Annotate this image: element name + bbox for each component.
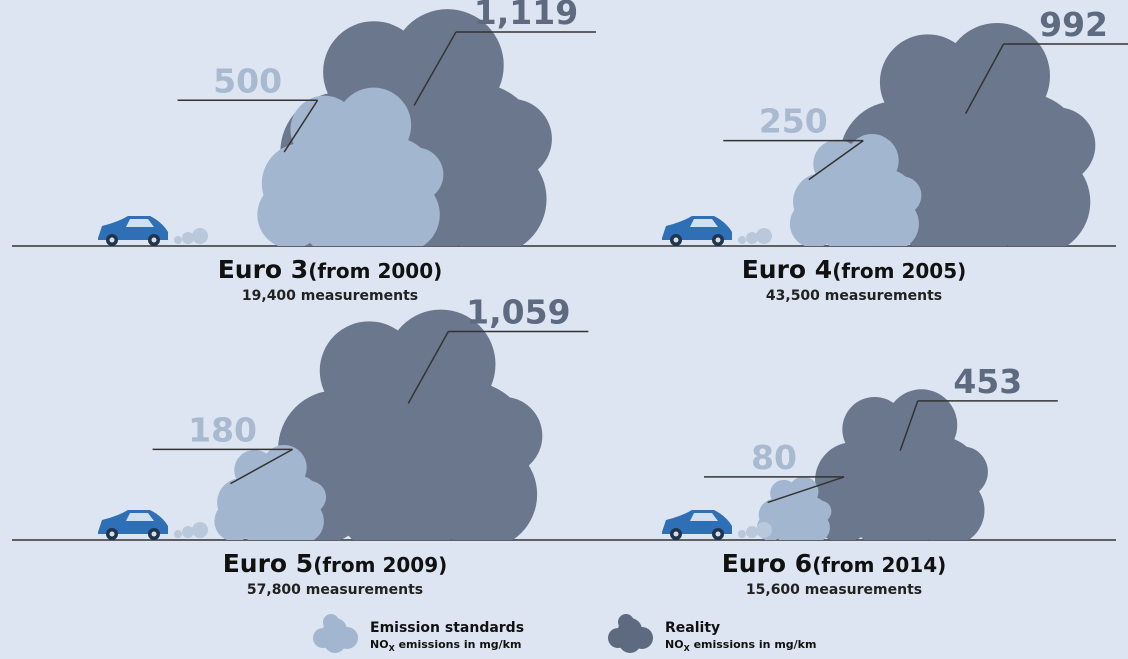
- title-note: (from 2005): [832, 259, 966, 283]
- panel-subtitle: 43,500 measurements: [766, 288, 942, 304]
- infographic: 1,119 500 Euro 3(from 2000) 19,400 measurem…: [0, 0, 1128, 659]
- exhaust: [174, 236, 182, 244]
- legend-puff: [618, 614, 634, 630]
- cloud-puff: [239, 489, 298, 548]
- unit-rest: emissions in mg/km: [690, 638, 817, 651]
- value-label: 1,059: [466, 293, 570, 332]
- value-label: 1,119: [474, 0, 578, 32]
- cloud-puff: [298, 161, 396, 259]
- hub: [716, 238, 721, 243]
- value-label: 453: [953, 362, 1022, 401]
- panel-subtitle: 19,400 measurements: [242, 288, 418, 304]
- cloud-puff: [818, 186, 888, 256]
- exhaust: [182, 526, 194, 538]
- title-note: (from 2009): [313, 553, 447, 577]
- title-main: Euro 4: [742, 255, 832, 284]
- legend-name: Emission standards: [370, 620, 524, 636]
- value-label: 80: [751, 438, 797, 477]
- unit-main: NO: [370, 638, 389, 651]
- title-note: (from 2000): [308, 259, 442, 283]
- hub: [152, 238, 157, 243]
- hub: [152, 532, 157, 537]
- hub: [716, 532, 721, 537]
- hub: [110, 238, 115, 243]
- title-note: (from 2014): [812, 553, 946, 577]
- cloud-puff: [472, 99, 552, 179]
- cloud-puff: [883, 176, 921, 214]
- cloud-puff: [390, 148, 444, 202]
- panel-title: Euro 5(from 2009): [223, 549, 448, 578]
- hub: [674, 238, 679, 243]
- panel-title: Euro 4(from 2005): [742, 255, 967, 284]
- cloud-puff: [849, 459, 943, 553]
- legend-puff: [323, 614, 339, 630]
- unit-rest: emissions in mg/km: [395, 638, 522, 651]
- exhaust: [192, 522, 208, 538]
- panel-subtitle: 15,600 measurements: [746, 582, 922, 598]
- title-main: Euro 5: [223, 549, 313, 578]
- value-label: 180: [188, 410, 257, 449]
- exhaust: [756, 228, 772, 244]
- exhaust: [746, 526, 758, 538]
- exhaust: [756, 522, 772, 538]
- exhaust: [174, 530, 182, 538]
- value-label: 500: [213, 61, 282, 100]
- cloud-puff: [788, 477, 818, 507]
- hub: [674, 532, 679, 537]
- exhaust: [738, 530, 746, 538]
- cloud-puff: [886, 389, 958, 461]
- panel-subtitle: 57,800 measurements: [247, 582, 423, 598]
- exhaust: [192, 228, 208, 244]
- cloud-puff: [1020, 107, 1096, 183]
- panel-title: Euro 6(from 2014): [722, 549, 947, 578]
- unit-main: NO: [665, 638, 684, 651]
- exhaust: [738, 236, 746, 244]
- title-main: Euro 6: [722, 549, 812, 578]
- legend-puff: [619, 631, 641, 653]
- hub: [110, 532, 115, 537]
- cloud-puff: [464, 397, 542, 475]
- title-main: Euro 3: [218, 255, 308, 284]
- value-label: 992: [1039, 5, 1108, 44]
- cloud-puff: [773, 506, 812, 545]
- cloud-puff: [330, 416, 473, 559]
- legend-puff: [324, 631, 346, 653]
- cloud-puff: [810, 501, 831, 522]
- exhaust: [746, 232, 758, 244]
- legend-name: Reality: [665, 620, 720, 636]
- value-label: 250: [759, 102, 828, 141]
- exhaust: [182, 232, 194, 244]
- cloud-puff: [846, 134, 899, 187]
- cloud-puff: [937, 446, 988, 497]
- cloud-puff: [294, 481, 326, 513]
- panel-title: Euro 3(from 2000): [218, 255, 443, 284]
- cloud-puff: [336, 88, 411, 163]
- cloud-puff: [262, 445, 307, 490]
- cloud-puff: [944, 23, 1050, 129]
